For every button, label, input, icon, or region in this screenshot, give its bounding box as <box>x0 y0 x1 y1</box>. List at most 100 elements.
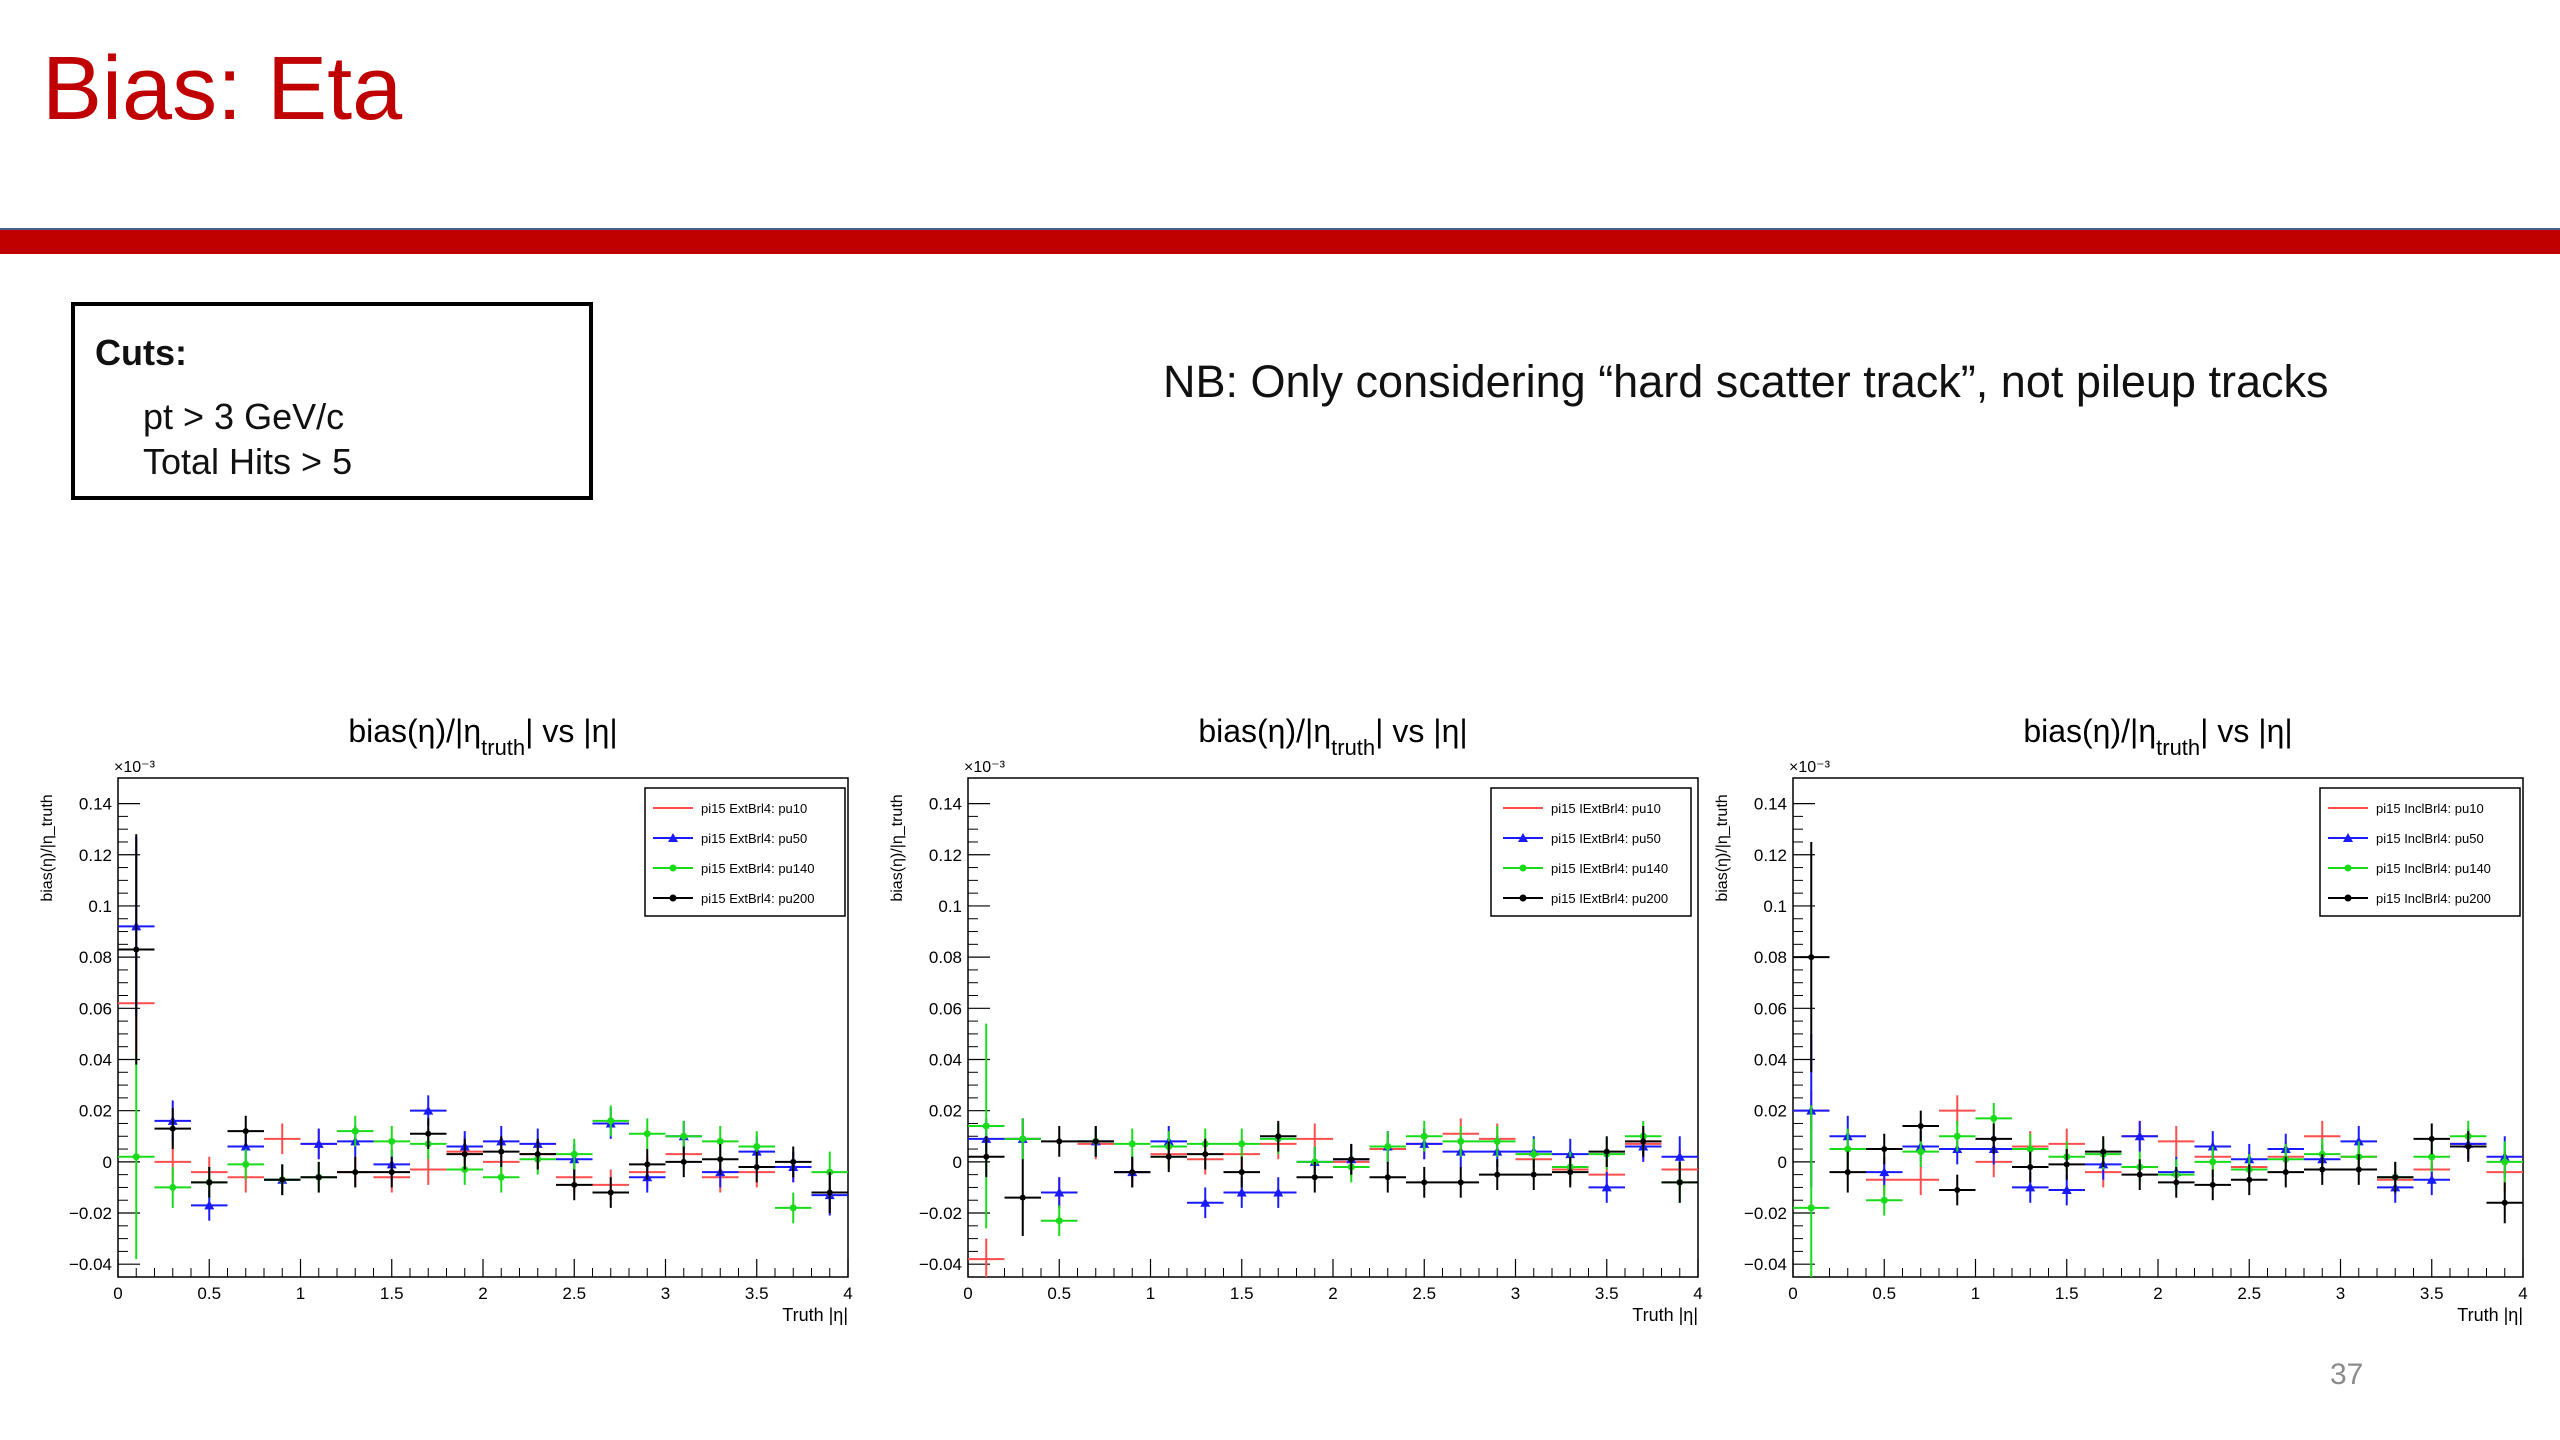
data-point-marker <box>1238 1140 1246 1148</box>
data-point-marker <box>1129 1169 1136 1176</box>
legend-entry: pi15 IExtBrl4: pu50 <box>1503 831 1661 846</box>
data-point-marker <box>2319 1166 2326 1173</box>
data-point-marker <box>1530 1171 1537 1178</box>
legend-marker <box>2344 864 2352 872</box>
data-point-marker <box>425 1130 432 1137</box>
y-tick-label: −0.04 <box>1744 1255 1787 1274</box>
data-point-marker <box>1055 1217 1063 1225</box>
y-tick-label: 0.08 <box>929 948 962 967</box>
y-tick-label: 0.06 <box>79 999 112 1018</box>
y-tick-label: −0.04 <box>919 1255 962 1274</box>
data-point-marker <box>2428 1135 2435 1142</box>
data-point-marker <box>1420 1132 1428 1140</box>
data-point-marker <box>1603 1148 1610 1155</box>
series-1 <box>118 952 848 1214</box>
data-point-marker <box>132 1153 140 1161</box>
x-tick-label: 3.5 <box>2420 1284 2444 1303</box>
data-point-marker <box>2134 1131 2145 1141</box>
data-point-marker <box>1200 1197 1211 1207</box>
y-exponent-label: ×10⁻³ <box>1789 759 1831 776</box>
x-tick-label: 2 <box>2153 1284 2162 1303</box>
data-point-marker <box>313 1138 324 1148</box>
series-3 <box>1793 1102 2523 1277</box>
data-point-marker <box>242 1160 250 1168</box>
data-point-marker <box>1019 1194 1026 1201</box>
data-point-marker <box>2465 1143 2472 1150</box>
legend-label: pi15 IExtBrl4: pu10 <box>1551 801 1661 816</box>
x-axis-label: Truth |η| <box>782 1305 848 1325</box>
plot-iextbrl4: bias(η)/|ηtruth| vs |η| ×10⁻³ bias(η)/|η_t… <box>889 713 1703 1325</box>
data-point-marker <box>1530 1150 1538 1158</box>
data-point-marker <box>2027 1163 2034 1170</box>
data-point-marker <box>1953 1132 1961 1140</box>
data-point-marker <box>1567 1169 1574 1176</box>
data-point-marker <box>498 1148 505 1155</box>
y-tick-label: 0.08 <box>1754 948 1787 967</box>
data-point-marker <box>204 1200 215 1210</box>
data-point-marker <box>789 1204 797 1212</box>
data-point-marker <box>1311 1174 1318 1181</box>
cuts-heading: Cuts: <box>95 332 187 373</box>
series-3 <box>968 1023 1698 1237</box>
data-point-marker <box>680 1158 687 1165</box>
data-point-marker <box>1674 1151 1685 1161</box>
x-tick-label: 1.5 <box>1230 1284 1254 1303</box>
y-tick-label: 0.1 <box>88 897 112 916</box>
x-tick-label: 2.5 <box>1412 1284 1436 1303</box>
y-tick-label: 0.02 <box>1754 1102 1787 1121</box>
x-tick-label: 2 <box>1328 1284 1337 1303</box>
x-tick-label: 4 <box>2518 1284 2527 1303</box>
data-point-marker <box>1990 1114 1998 1122</box>
nb-note: NB: Only considering “hard scatter track… <box>1163 356 2329 407</box>
data-point-marker <box>1917 1148 1925 1156</box>
data-point-marker <box>315 1174 322 1181</box>
data-point-marker <box>1384 1174 1391 1181</box>
y-tick-label: 0.1 <box>1763 897 1787 916</box>
legend-entry: pi15 ExtBrl4: pu200 <box>653 891 814 906</box>
data-point-marker <box>1676 1179 1683 1186</box>
x-tick-label: 3.5 <box>1595 1284 1619 1303</box>
x-tick-label: 0.5 <box>197 1284 221 1303</box>
y-axis-label: bias(η)/|η_truth <box>39 794 56 901</box>
plot-extbrl4: bias(η)/|ηtruth| vs |η| ×10⁻³ bias(η)/|η_t… <box>39 713 853 1325</box>
legend-label: pi15 InclBrl4: pu200 <box>2376 891 2491 906</box>
y-exponent-label: ×10⁻³ <box>114 759 156 776</box>
y-tick-label: 0.12 <box>1754 846 1787 865</box>
data-point-marker <box>2282 1169 2289 1176</box>
data-point-marker <box>351 1127 359 1135</box>
data-point-marker <box>242 1128 249 1135</box>
data-point-marker <box>753 1142 761 1150</box>
data-point-marker <box>2209 1181 2216 1188</box>
y-tick-label: 0.04 <box>79 1050 112 1069</box>
y-tick-label: 0.02 <box>79 1102 112 1121</box>
data-point-marker <box>753 1163 760 1170</box>
data-point-marker <box>2173 1179 2180 1186</box>
series-2 <box>968 1118 1698 1219</box>
data-point-marker <box>1202 1151 1209 1158</box>
data-point-marker <box>1165 1153 1172 1160</box>
y-tick-label: −0.02 <box>919 1204 962 1223</box>
x-tick-label: 0 <box>963 1284 972 1303</box>
legend-box <box>644 787 846 917</box>
data-point-marker <box>1348 1156 1355 1163</box>
x-tick-label: 3 <box>2336 1284 2345 1303</box>
legend-label: pi15 IExtBrl4: pu50 <box>1551 831 1661 846</box>
y-tick-label: 0.1 <box>938 897 962 916</box>
y-tick-label: −0.04 <box>69 1255 112 1274</box>
data-point-marker <box>352 1169 359 1176</box>
legend-entry: pi15 ExtBrl4: pu140 <box>653 861 814 876</box>
data-point-marker <box>2100 1148 2107 1155</box>
data-point-marker <box>1807 1204 1815 1212</box>
data-point-marker <box>790 1158 797 1165</box>
x-tick-label: 3 <box>661 1284 670 1303</box>
y-axis-label: bias(η)/|η_truth <box>889 794 906 901</box>
legend-label: pi15 ExtBrl4: pu200 <box>701 891 814 906</box>
slide-title: Bias: Eta <box>42 39 403 139</box>
legend-entry: pi15 IExtBrl4: pu200 <box>1503 891 1668 906</box>
y-tick-label: 0.02 <box>929 1102 962 1121</box>
y-tick-label: 0.12 <box>79 846 112 865</box>
data-point-marker <box>497 1173 505 1181</box>
data-point-marker <box>1493 1137 1501 1145</box>
data-point-marker <box>644 1161 651 1168</box>
data-point-marker <box>607 1117 615 1125</box>
